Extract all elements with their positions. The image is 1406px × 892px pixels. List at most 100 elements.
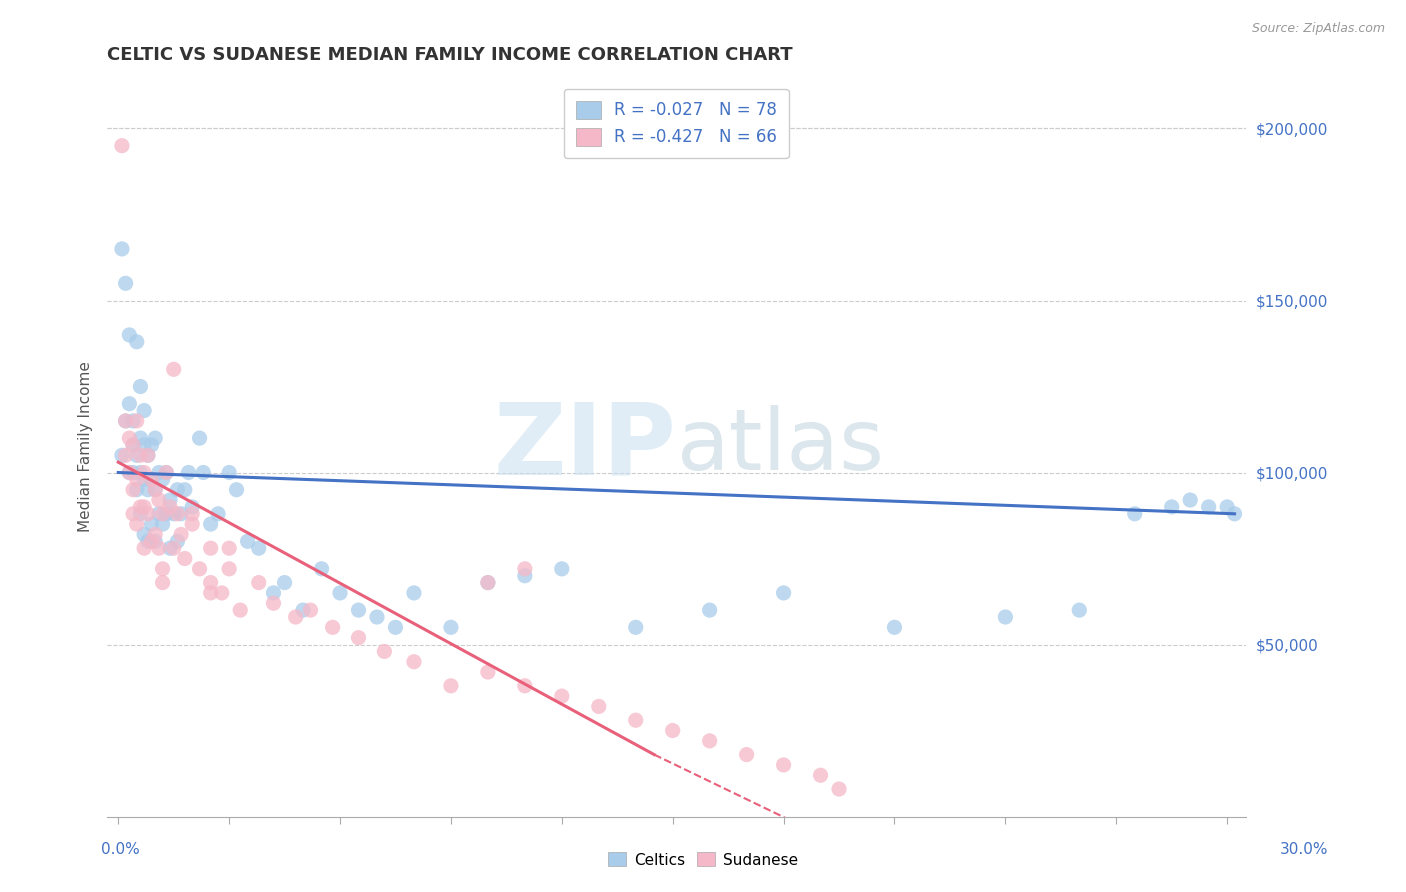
Point <box>1216 500 1239 514</box>
Point <box>181 500 204 514</box>
Point <box>588 699 610 714</box>
Point <box>624 713 647 727</box>
Point <box>152 507 174 521</box>
Point <box>152 472 174 486</box>
Point <box>292 603 315 617</box>
Y-axis label: Median Family Income: Median Family Income <box>79 361 93 533</box>
Point <box>114 414 136 428</box>
Point <box>284 610 307 624</box>
Point <box>134 472 156 486</box>
Point <box>118 431 141 445</box>
Point <box>136 483 159 497</box>
Point <box>141 534 163 549</box>
Point <box>193 466 215 480</box>
Point <box>155 466 177 480</box>
Point <box>477 665 499 679</box>
Point <box>200 517 222 532</box>
Point <box>1123 507 1146 521</box>
Text: CELTIC VS SUDANESE MEDIAN FAMILY INCOME CORRELATION CHART: CELTIC VS SUDANESE MEDIAN FAMILY INCOME … <box>107 46 793 64</box>
Point <box>173 483 195 497</box>
Point <box>129 507 152 521</box>
Point <box>170 507 193 521</box>
Point <box>699 603 721 617</box>
Point <box>155 507 177 521</box>
Point <box>134 527 156 541</box>
Point <box>134 438 156 452</box>
Point <box>143 431 166 445</box>
Point <box>347 631 370 645</box>
Point <box>229 603 252 617</box>
Point <box>477 575 499 590</box>
Point <box>218 466 240 480</box>
Point <box>129 466 152 480</box>
Point <box>218 562 240 576</box>
Point <box>163 362 186 376</box>
Point <box>122 414 145 428</box>
Point <box>129 448 152 462</box>
Point <box>247 575 270 590</box>
Point <box>114 277 136 291</box>
Point <box>322 620 344 634</box>
Point <box>155 466 177 480</box>
Point <box>125 448 148 462</box>
Point <box>122 466 145 480</box>
Point <box>1223 507 1246 521</box>
Point <box>111 138 134 153</box>
Point <box>1180 493 1202 508</box>
Point <box>114 414 136 428</box>
Point <box>211 586 233 600</box>
Point <box>247 541 270 556</box>
Point <box>125 483 148 497</box>
Point <box>134 541 156 556</box>
Point <box>347 603 370 617</box>
Text: ZIP: ZIP <box>494 398 676 495</box>
Point <box>273 575 295 590</box>
Point <box>141 472 163 486</box>
Point <box>134 500 156 514</box>
Point <box>181 507 204 521</box>
Point <box>136 534 159 549</box>
Point <box>141 438 163 452</box>
Point <box>1160 500 1182 514</box>
Point <box>200 586 222 600</box>
Point <box>152 562 174 576</box>
Point <box>699 734 721 748</box>
Point <box>1069 603 1091 617</box>
Point <box>118 466 141 480</box>
Point <box>143 534 166 549</box>
Legend: Celtics, Sudanese: Celtics, Sudanese <box>602 847 804 873</box>
Point <box>118 327 141 342</box>
Point <box>440 620 463 634</box>
Point <box>173 551 195 566</box>
Point <box>163 541 186 556</box>
Point <box>181 517 204 532</box>
Point <box>772 586 794 600</box>
Point <box>263 586 285 600</box>
Text: 0.0%: 0.0% <box>101 842 141 856</box>
Point <box>366 610 388 624</box>
Point <box>170 527 193 541</box>
Point <box>624 620 647 634</box>
Point <box>188 431 211 445</box>
Point <box>551 562 574 576</box>
Point <box>177 466 200 480</box>
Point <box>373 644 395 658</box>
Point <box>159 500 181 514</box>
Point <box>218 541 240 556</box>
Point <box>129 431 152 445</box>
Point <box>129 379 152 393</box>
Point <box>513 568 536 582</box>
Point <box>661 723 683 738</box>
Legend: R = -0.027   N = 78, R = -0.427   N = 66: R = -0.027 N = 78, R = -0.427 N = 66 <box>564 89 789 158</box>
Point <box>163 507 186 521</box>
Point <box>994 610 1017 624</box>
Point <box>551 689 574 703</box>
Point <box>263 596 285 610</box>
Point <box>159 493 181 508</box>
Text: Source: ZipAtlas.com: Source: ZipAtlas.com <box>1251 22 1385 36</box>
Point <box>477 575 499 590</box>
Point <box>311 562 333 576</box>
Point <box>122 438 145 452</box>
Point <box>111 242 134 256</box>
Point <box>143 527 166 541</box>
